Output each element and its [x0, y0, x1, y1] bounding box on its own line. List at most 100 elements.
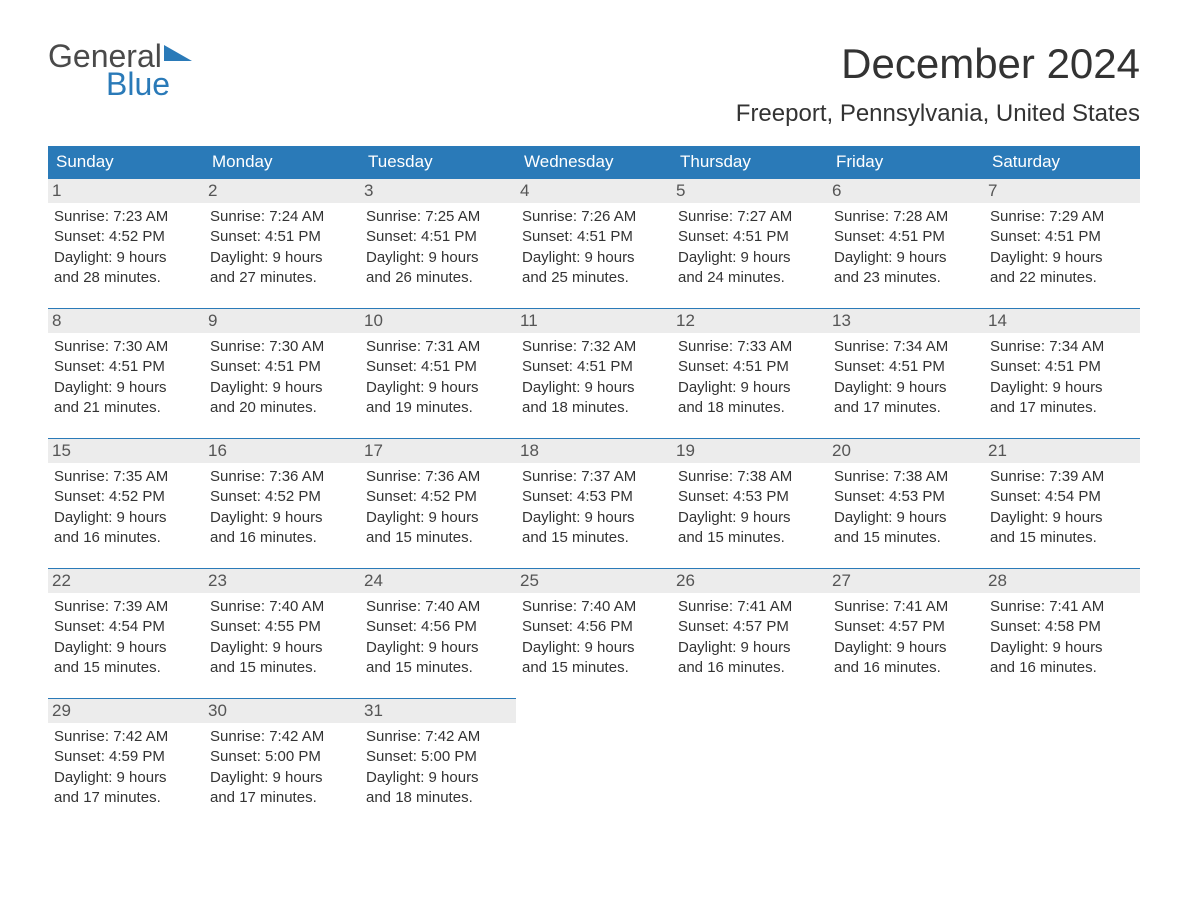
day-dl1-line: Daylight: 9 hours [210, 378, 354, 398]
day-dl2-line: and 20 minutes. [210, 398, 354, 418]
day-sunset-line: Sunset: 4:52 PM [210, 487, 354, 507]
day-dl1-line: Daylight: 9 hours [54, 508, 198, 528]
day-info: Sunrise: 7:41 AMSunset: 4:57 PMDaylight:… [834, 597, 978, 678]
day-info: Sunrise: 7:41 AMSunset: 4:57 PMDaylight:… [678, 597, 822, 678]
day-dl2-line: and 17 minutes. [990, 398, 1134, 418]
day-sunset-line: Sunset: 4:52 PM [54, 487, 198, 507]
day-number-bar: 9 [204, 308, 360, 333]
calendar-day-cell: 1Sunrise: 7:23 AMSunset: 4:52 PMDaylight… [48, 178, 204, 308]
calendar-day-cell: 6Sunrise: 7:28 AMSunset: 4:51 PMDaylight… [828, 178, 984, 308]
calendar-day-cell: 31Sunrise: 7:42 AMSunset: 5:00 PMDayligh… [360, 698, 516, 828]
weekday-header-row: SundayMondayTuesdayWednesdayThursdayFrid… [48, 146, 1140, 178]
day-info: Sunrise: 7:40 AMSunset: 4:56 PMDaylight:… [366, 597, 510, 678]
calendar-day-cell: 2 Sunrise: 7:24 AMSunset: 4:51 PMDaylight… [204, 178, 360, 308]
day-sunset-line: Sunset: 4:51 PM [834, 227, 978, 247]
day-dl1-line: Daylight: 9 hours [834, 378, 978, 398]
day-number-bar: 21 [984, 438, 1140, 463]
day-dl1-line: Daylight: 9 hours [522, 508, 666, 528]
day-dl1-line: Daylight: 9 hours [678, 638, 822, 658]
day-number-bar: 30 [204, 698, 360, 723]
weekday-header: Wednesday [516, 146, 672, 178]
header: General Blue December 2024 Freeport, Pen… [48, 40, 1140, 138]
day-number-bar: 23 [204, 568, 360, 593]
calendar-day-cell: 29Sunrise: 7:42 AMSunset: 4:59 PMDayligh… [48, 698, 204, 828]
day-dl2-line: and 15 minutes. [54, 658, 198, 678]
day-info: Sunrise: 7:23 AMSunset: 4:52 PMDaylight:… [54, 207, 198, 288]
day-dl2-line: and 15 minutes. [990, 528, 1134, 548]
calendar-day-cell: 5Sunrise: 7:27 AMSunset: 4:51 PMDaylight… [672, 178, 828, 308]
day-dl1-line: Daylight: 9 hours [366, 638, 510, 658]
day-info: Sunrise: 7:32 AMSunset: 4:51 PMDaylight:… [522, 337, 666, 418]
day-dl1-line: Daylight: 9 hours [54, 638, 198, 658]
day-dl1-line: Daylight: 9 hours [210, 248, 354, 268]
day-sunset-line: Sunset: 4:51 PM [54, 357, 198, 377]
calendar-day-cell [672, 698, 828, 828]
day-dl2-line: and 18 minutes. [522, 398, 666, 418]
day-sunrise-line: Sunrise: 7:29 AM [990, 207, 1134, 227]
day-dl1-line: Daylight: 9 hours [522, 638, 666, 658]
day-number-bar: 29 [48, 698, 204, 723]
day-info: Sunrise: 7:41 AMSunset: 4:58 PMDaylight:… [990, 597, 1134, 678]
day-sunrise-line: Sunrise: 7:36 AM [210, 467, 354, 487]
day-sunrise-line: Sunrise: 7:32 AM [522, 337, 666, 357]
day-number-bar: 28 [984, 568, 1140, 593]
day-sunset-line: Sunset: 4:51 PM [210, 227, 354, 247]
day-dl2-line: and 19 minutes. [366, 398, 510, 418]
day-number-bar: 2 [204, 178, 360, 203]
weekday-header: Tuesday [360, 146, 516, 178]
day-dl1-line: Daylight: 9 hours [522, 378, 666, 398]
day-dl1-line: Daylight: 9 hours [678, 248, 822, 268]
calendar-day-cell: 20Sunrise: 7:38 AMSunset: 4:53 PMDayligh… [828, 438, 984, 568]
day-number-bar: 17 [360, 438, 516, 463]
day-info: Sunrise: 7:36 AMSunset: 4:52 PMDaylight:… [210, 467, 354, 548]
day-dl1-line: Daylight: 9 hours [366, 248, 510, 268]
day-sunrise-line: Sunrise: 7:41 AM [990, 597, 1134, 617]
day-sunrise-line: Sunrise: 7:33 AM [678, 337, 822, 357]
calendar-week-row: 29Sunrise: 7:42 AMSunset: 4:59 PMDayligh… [48, 698, 1140, 828]
calendar-day-cell: 28 Sunrise: 7:41 AMSunset: 4:58 PMDayligh… [984, 568, 1140, 698]
day-dl2-line: and 23 minutes. [834, 268, 978, 288]
day-sunset-line: Sunset: 4:57 PM [678, 617, 822, 637]
day-sunset-line: Sunset: 4:51 PM [834, 357, 978, 377]
day-sunrise-line: Sunrise: 7:41 AM [834, 597, 978, 617]
day-dl1-line: Daylight: 9 hours [678, 378, 822, 398]
brand-logo: General Blue [48, 40, 194, 100]
calendar-day-cell: 24Sunrise: 7:40 AMSunset: 4:56 PMDayligh… [360, 568, 516, 698]
day-sunset-line: Sunset: 4:51 PM [522, 357, 666, 377]
calendar-week-row: 22Sunrise: 7:39 AMSunset: 4:54 PMDayligh… [48, 568, 1140, 698]
day-dl1-line: Daylight: 9 hours [366, 378, 510, 398]
day-sunrise-line: Sunrise: 7:27 AM [678, 207, 822, 227]
day-dl2-line: and 15 minutes. [366, 528, 510, 548]
day-sunrise-line: Sunrise: 7:36 AM [366, 467, 510, 487]
day-info: Sunrise: 7:25 AMSunset: 4:51 PMDaylight:… [366, 207, 510, 288]
day-sunset-line: Sunset: 4:56 PM [522, 617, 666, 637]
day-dl2-line: and 16 minutes. [834, 658, 978, 678]
weekday-header: Saturday [984, 146, 1140, 178]
calendar-day-cell: 11Sunrise: 7:32 AMSunset: 4:51 PMDayligh… [516, 308, 672, 438]
day-number-bar: 10 [360, 308, 516, 333]
day-number-bar: 13 [828, 308, 984, 333]
day-info: Sunrise: 7:38 AMSunset: 4:53 PMDaylight:… [834, 467, 978, 548]
day-sunset-line: Sunset: 4:54 PM [54, 617, 198, 637]
day-sunset-line: Sunset: 4:55 PM [210, 617, 354, 637]
day-sunset-line: Sunset: 4:51 PM [366, 357, 510, 377]
calendar-day-cell: 15Sunrise: 7:35 AMSunset: 4:52 PMDayligh… [48, 438, 204, 568]
day-dl2-line: and 18 minutes. [678, 398, 822, 418]
day-sunrise-line: Sunrise: 7:23 AM [54, 207, 198, 227]
calendar-day-cell: 16Sunrise: 7:36 AMSunset: 4:52 PMDayligh… [204, 438, 360, 568]
day-sunrise-line: Sunrise: 7:39 AM [990, 467, 1134, 487]
calendar-body: 1Sunrise: 7:23 AMSunset: 4:52 PMDaylight… [48, 178, 1140, 828]
day-dl1-line: Daylight: 9 hours [210, 508, 354, 528]
calendar-day-cell: 25Sunrise: 7:40 AMSunset: 4:56 PMDayligh… [516, 568, 672, 698]
day-sunrise-line: Sunrise: 7:40 AM [366, 597, 510, 617]
weekday-header: Monday [204, 146, 360, 178]
day-dl2-line: and 16 minutes. [54, 528, 198, 548]
day-info: Sunrise: 7:33 AMSunset: 4:51 PMDaylight:… [678, 337, 822, 418]
day-sunrise-line: Sunrise: 7:24 AM [210, 207, 354, 227]
day-sunset-line: Sunset: 5:00 PM [366, 747, 510, 767]
day-dl2-line: and 17 minutes. [834, 398, 978, 418]
day-dl2-line: and 24 minutes. [678, 268, 822, 288]
day-number-bar: 4 [516, 178, 672, 203]
day-sunrise-line: Sunrise: 7:34 AM [990, 337, 1134, 357]
calendar-day-cell: 3Sunrise: 7:25 AMSunset: 4:51 PMDaylight… [360, 178, 516, 308]
